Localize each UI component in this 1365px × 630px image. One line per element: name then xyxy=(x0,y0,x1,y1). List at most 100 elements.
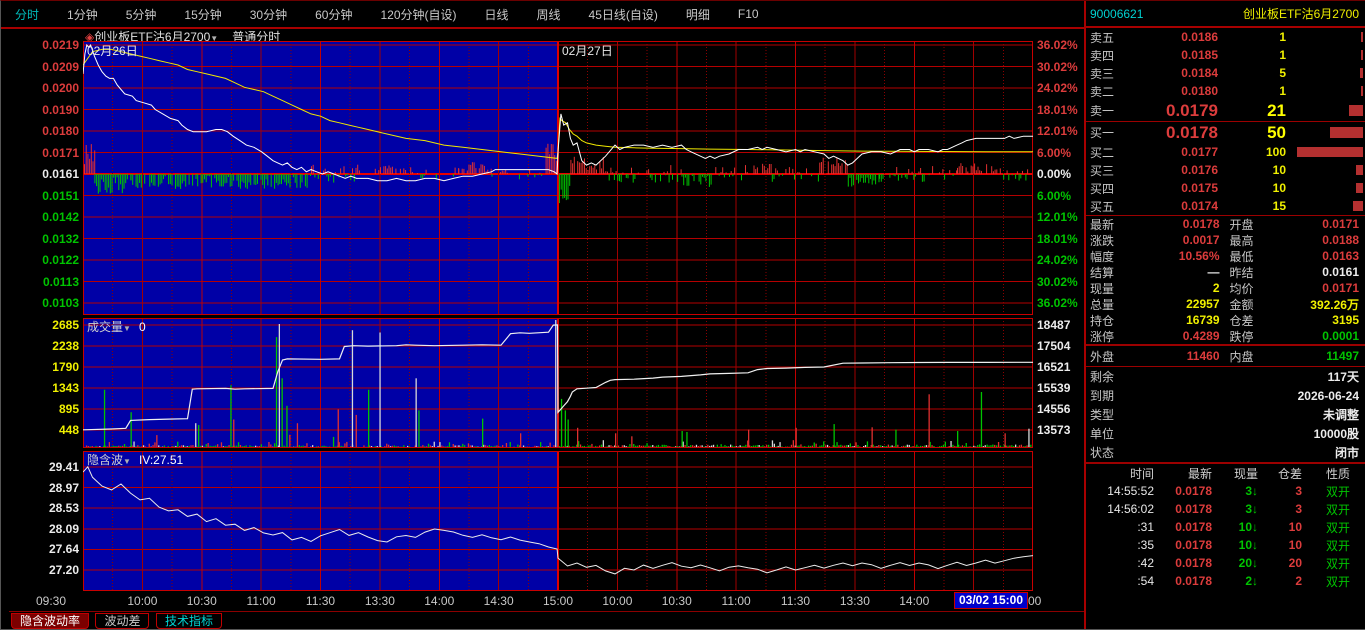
trade-quantity: 20↓ xyxy=(1238,556,1258,570)
bid-row[interactable]: 买一 0.0178 50 xyxy=(1086,122,1365,143)
menu-item-d45[interactable]: 45日线(自设) xyxy=(588,7,658,22)
chart-instrument-title[interactable]: 创业板ETF沽6月2700 xyxy=(94,30,211,44)
stat-label: 最高 xyxy=(1229,233,1254,248)
axis-label: 12.01% xyxy=(1037,210,1078,224)
menu-item-m5[interactable]: 5分钟 xyxy=(125,7,157,22)
price-pane[interactable]: 02月26日 02月27日 0.0219 0.0209 0.0200 0.0190 0.… xyxy=(9,38,1084,315)
axis-label: 0.0132 xyxy=(42,231,79,246)
iv-pane-title[interactable]: 隐含波▼ IV:27.51 xyxy=(87,451,183,468)
bid-row[interactable]: 买五 0.0174 15 xyxy=(1086,197,1365,215)
bid-price[interactable]: 0.0177 xyxy=(1181,145,1218,159)
menu-item-detail[interactable]: 明细 xyxy=(685,7,710,22)
chart-mode-label: 普通分时 xyxy=(232,30,281,44)
ask-label: 卖五 xyxy=(1090,30,1115,45)
time-axis-label: 14:00 xyxy=(424,594,455,608)
ask-price[interactable]: 0.0185 xyxy=(1181,48,1218,62)
bid-volume: 10 xyxy=(1272,163,1286,177)
depth-bar-zone xyxy=(1293,163,1363,177)
menu-item-fenshi[interactable]: 分时 xyxy=(15,7,40,22)
iv-pane[interactable]: 隐含波▼ IV:27.51 29.41 28.97 28.53 28.09 27.64 27… xyxy=(9,451,1084,591)
tab-implied-volatility[interactable]: 隐含波动率 xyxy=(11,613,90,629)
ask-row[interactable]: 卖四 0.0185 1 xyxy=(1086,46,1365,64)
stat-value: 0.4289 xyxy=(1182,329,1220,343)
stat-label: 跌停 xyxy=(1229,329,1254,344)
bid-label: 买四 xyxy=(1090,181,1115,196)
bid-row[interactable]: 买二 0.0177 100 xyxy=(1086,143,1365,161)
axis-label: 14556 xyxy=(1037,402,1071,416)
menu-item-weekly[interactable]: 周线 xyxy=(536,7,561,22)
contract-info-row: 剩余 117天 xyxy=(1086,367,1365,386)
trade-price: 0.0178 xyxy=(1175,502,1212,516)
ask-row[interactable]: 卖二 0.0180 1 xyxy=(1086,82,1365,100)
trade-position-change: 10 xyxy=(1288,538,1302,552)
chevron-down-icon[interactable]: ▼ xyxy=(210,34,219,43)
plot-surface[interactable] xyxy=(83,318,1033,448)
time-axis-label: 15:00 xyxy=(542,594,574,608)
trade-list[interactable]: 时间 最新 现量 仓差 性质 14:55:52 0.0178 3↓ 3 双开 14:56:02 0.0… xyxy=(1086,463,1365,591)
menu-item-m60[interactable]: 60分钟 xyxy=(315,7,353,22)
stat-value: 2 xyxy=(1212,281,1220,295)
stat-value: 10.56% xyxy=(1178,249,1220,263)
ask-row[interactable]: 卖一 0.0179 21 xyxy=(1086,100,1365,121)
tab-technical-indicators[interactable]: 技术指标 xyxy=(155,613,222,629)
volume-pane[interactable]: 成交量▼ 0 2685 2238 1790 1343 895 448 18487 17504 16… xyxy=(9,318,1084,448)
ask-row[interactable]: 卖五 0.0186 1 xyxy=(1086,28,1365,46)
stat-label: 昨结 xyxy=(1229,265,1254,280)
ask-volume: 1 xyxy=(1279,30,1286,44)
bid-row[interactable]: 买四 0.0175 10 xyxy=(1086,179,1365,197)
ask-price[interactable]: 0.0184 xyxy=(1181,66,1218,80)
axis-label: 27.64 xyxy=(48,542,79,557)
quote-header: 90006621 创业板ETF沽6月2700 xyxy=(1086,1,1365,28)
bid-price[interactable]: 0.0178 xyxy=(1166,122,1218,142)
menu-item-m15[interactable]: 15分钟 xyxy=(184,7,222,22)
info-label: 剩余 xyxy=(1090,370,1115,384)
menu-item-m30[interactable]: 30分钟 xyxy=(249,7,288,22)
axis-label: 895 xyxy=(58,402,79,416)
axis-label: 0.0171 xyxy=(42,145,79,160)
outer-volume-label: 外盘 xyxy=(1090,349,1115,364)
inner-volume-label: 内盘 xyxy=(1229,349,1254,364)
day1-label: 02月26日 xyxy=(87,44,138,58)
axis-label: 28.53 xyxy=(48,501,79,516)
ask-price[interactable]: 0.0179 xyxy=(1166,100,1218,120)
plot-surface[interactable] xyxy=(83,41,1033,315)
stat-value: 0.0188 xyxy=(1322,233,1359,247)
ask-price[interactable]: 0.0180 xyxy=(1181,84,1218,98)
stat-value: 3195 xyxy=(1332,313,1359,327)
time-tail-label: 00 xyxy=(1028,594,1042,608)
volume-pane-title[interactable]: 成交量▼ 0 xyxy=(87,318,146,335)
depth-bar xyxy=(1361,32,1363,42)
plot-surface[interactable] xyxy=(83,451,1033,591)
outer-volume-value: 11460 xyxy=(1186,349,1220,363)
chart-title-row[interactable]: ◈创业板ETF沽6月2700▼ 普通分时 xyxy=(85,28,281,44)
trade-position-change: 10 xyxy=(1288,520,1302,534)
axis-label: 36.02% xyxy=(1037,38,1078,52)
menubar: 分时 1分钟 5分钟 15分钟 30分钟 60分钟 120分钟(自设) 日线 周线 45日线(自设… xyxy=(1,1,1084,29)
time-axis-label: 13:30 xyxy=(364,594,395,608)
trade-row: :54 0.0178 2↓ 2 双开 xyxy=(1086,572,1365,590)
axis-label: 2238 xyxy=(52,339,79,353)
bid-price[interactable]: 0.0174 xyxy=(1181,199,1218,213)
time-axis-label: 11:00 xyxy=(246,594,276,608)
trade-row: :42 0.0178 20↓ 20 双开 xyxy=(1086,554,1365,572)
time-axis-label: 10:30 xyxy=(186,594,217,608)
bid-price[interactable]: 0.0175 xyxy=(1181,181,1218,195)
chevron-down-icon[interactable]: ▼ xyxy=(123,324,131,333)
axis-label: 12.01% xyxy=(1037,124,1078,138)
tab-volatility-diff[interactable]: 波动差 xyxy=(95,613,150,629)
bid-price[interactable]: 0.0176 xyxy=(1181,163,1218,177)
ask-row[interactable]: 卖三 0.0184 5 xyxy=(1086,64,1365,82)
ask-price[interactable]: 0.0186 xyxy=(1181,30,1218,44)
instrument-name[interactable]: 创业板ETF沽6月2700 xyxy=(1242,7,1359,21)
stat-row: 涨跌 0.0017 最高 0.0188 xyxy=(1086,232,1365,248)
menu-item-f10[interactable]: F10 xyxy=(737,7,759,21)
stats-section: 最新 0.0178 开盘 0.0171 涨跌 0.0017 最高 0.0188 幅度 10.56%… xyxy=(1086,216,1365,345)
chevron-down-icon[interactable]: ▼ xyxy=(123,457,131,466)
axis-label: 18487 xyxy=(1037,318,1071,332)
ask-levels: 卖五 0.0186 1 卖四 0.0185 1 卖三 0.0184 5 卖二 0.0180 1 卖一 0.… xyxy=(1086,28,1365,122)
menu-item-m1[interactable]: 1分钟 xyxy=(67,7,98,22)
bid-row[interactable]: 买三 0.0176 10 xyxy=(1086,161,1365,179)
menu-item-m120[interactable]: 120分钟(自设) xyxy=(380,7,457,22)
axis-label: 27.20 xyxy=(48,563,79,577)
menu-item-daily[interactable]: 日线 xyxy=(484,7,509,22)
